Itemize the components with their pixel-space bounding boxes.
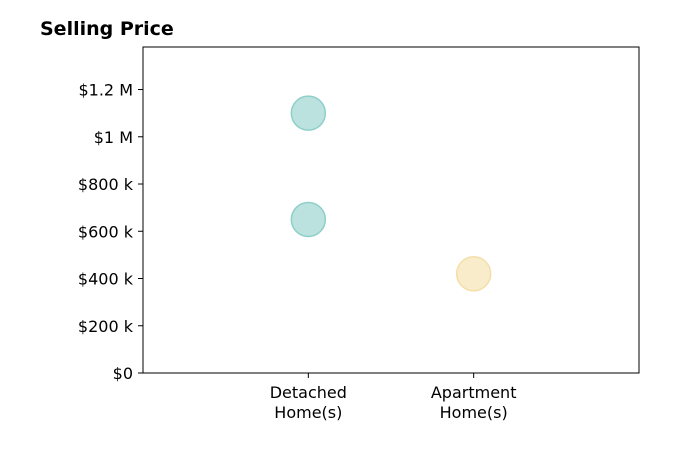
points-layer <box>290 95 492 292</box>
plot-frame <box>142 46 640 374</box>
y-tick-label: $200 k <box>78 317 134 336</box>
chart-title: Selling Price <box>40 18 174 40</box>
data-point <box>455 256 492 292</box>
x-axis: Detached Home(s) Apartment Home(s) <box>270 373 517 422</box>
y-tick-label: $800 k <box>78 175 134 194</box>
x-tick-label: Detached Home(s) <box>270 383 347 422</box>
y-tick-label: $600 k <box>78 222 134 241</box>
y-tick-label: $1.2 M <box>78 81 133 100</box>
y-tick-label: $0 <box>113 364 133 383</box>
x-tick-label: Apartment Home(s) <box>431 383 517 422</box>
data-point <box>290 201 327 238</box>
y-tick-label: $1 M <box>94 128 133 147</box>
y-tick-label: $400 k <box>78 270 134 289</box>
data-point <box>290 95 327 131</box>
y-axis: $0 $200 k $400 k $600 k $800 k $1 M $1.2 M <box>78 81 143 383</box>
